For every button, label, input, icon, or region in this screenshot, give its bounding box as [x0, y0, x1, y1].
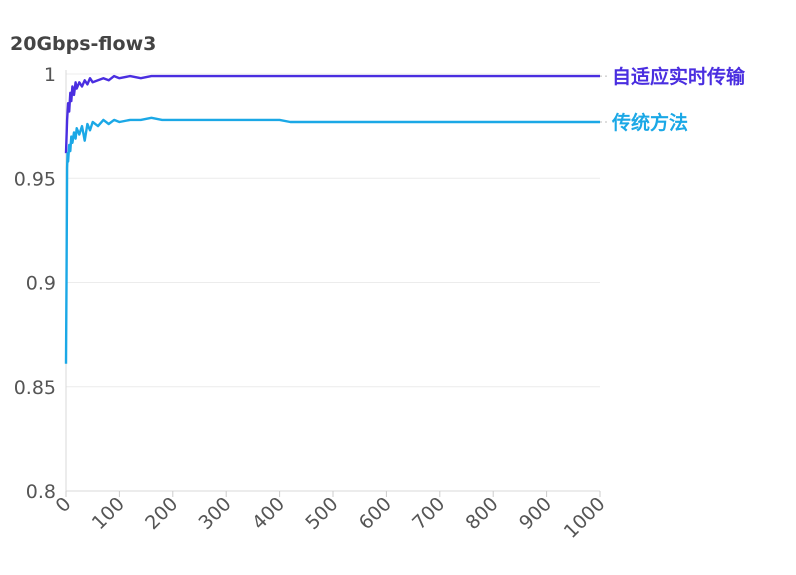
series-line-2 — [64, 116, 600, 364]
x-tick-label: 700 — [408, 493, 449, 534]
grid-lines — [66, 73, 600, 492]
x-tick-label: 100 — [88, 493, 129, 534]
y-tick-label: 1 — [44, 64, 56, 86]
x-tick-label: 600 — [355, 493, 396, 534]
x-tick-label: 1000 — [560, 493, 610, 543]
y-tick-label: 0.95 — [14, 168, 56, 190]
series-line-1 — [64, 74, 600, 154]
y-tick-label: 0.85 — [14, 377, 56, 399]
chart-title: 20Gbps-flow3 — [10, 33, 156, 55]
x-tick-label: 300 — [195, 493, 236, 534]
axes: 0.8 0.85 0.9 0.95 1 0 100 200 300 400 500 600 700 800… — [14, 64, 610, 543]
series-label-2: 传统方法 — [611, 111, 688, 134]
y-tick-label: 0.9 — [26, 273, 56, 295]
x-tick-label: 900 — [515, 493, 556, 534]
x-tick-label: 400 — [248, 493, 289, 534]
x-tick-label: 500 — [301, 493, 342, 534]
x-tick-label: 800 — [462, 493, 503, 534]
x-tick-label: 200 — [141, 493, 182, 534]
series-label-1: 自适应实时传输 — [612, 65, 746, 88]
y-tick-label: 0.8 — [26, 481, 56, 503]
series-lines — [64, 74, 600, 364]
x-tick-label: 0 — [51, 493, 75, 517]
